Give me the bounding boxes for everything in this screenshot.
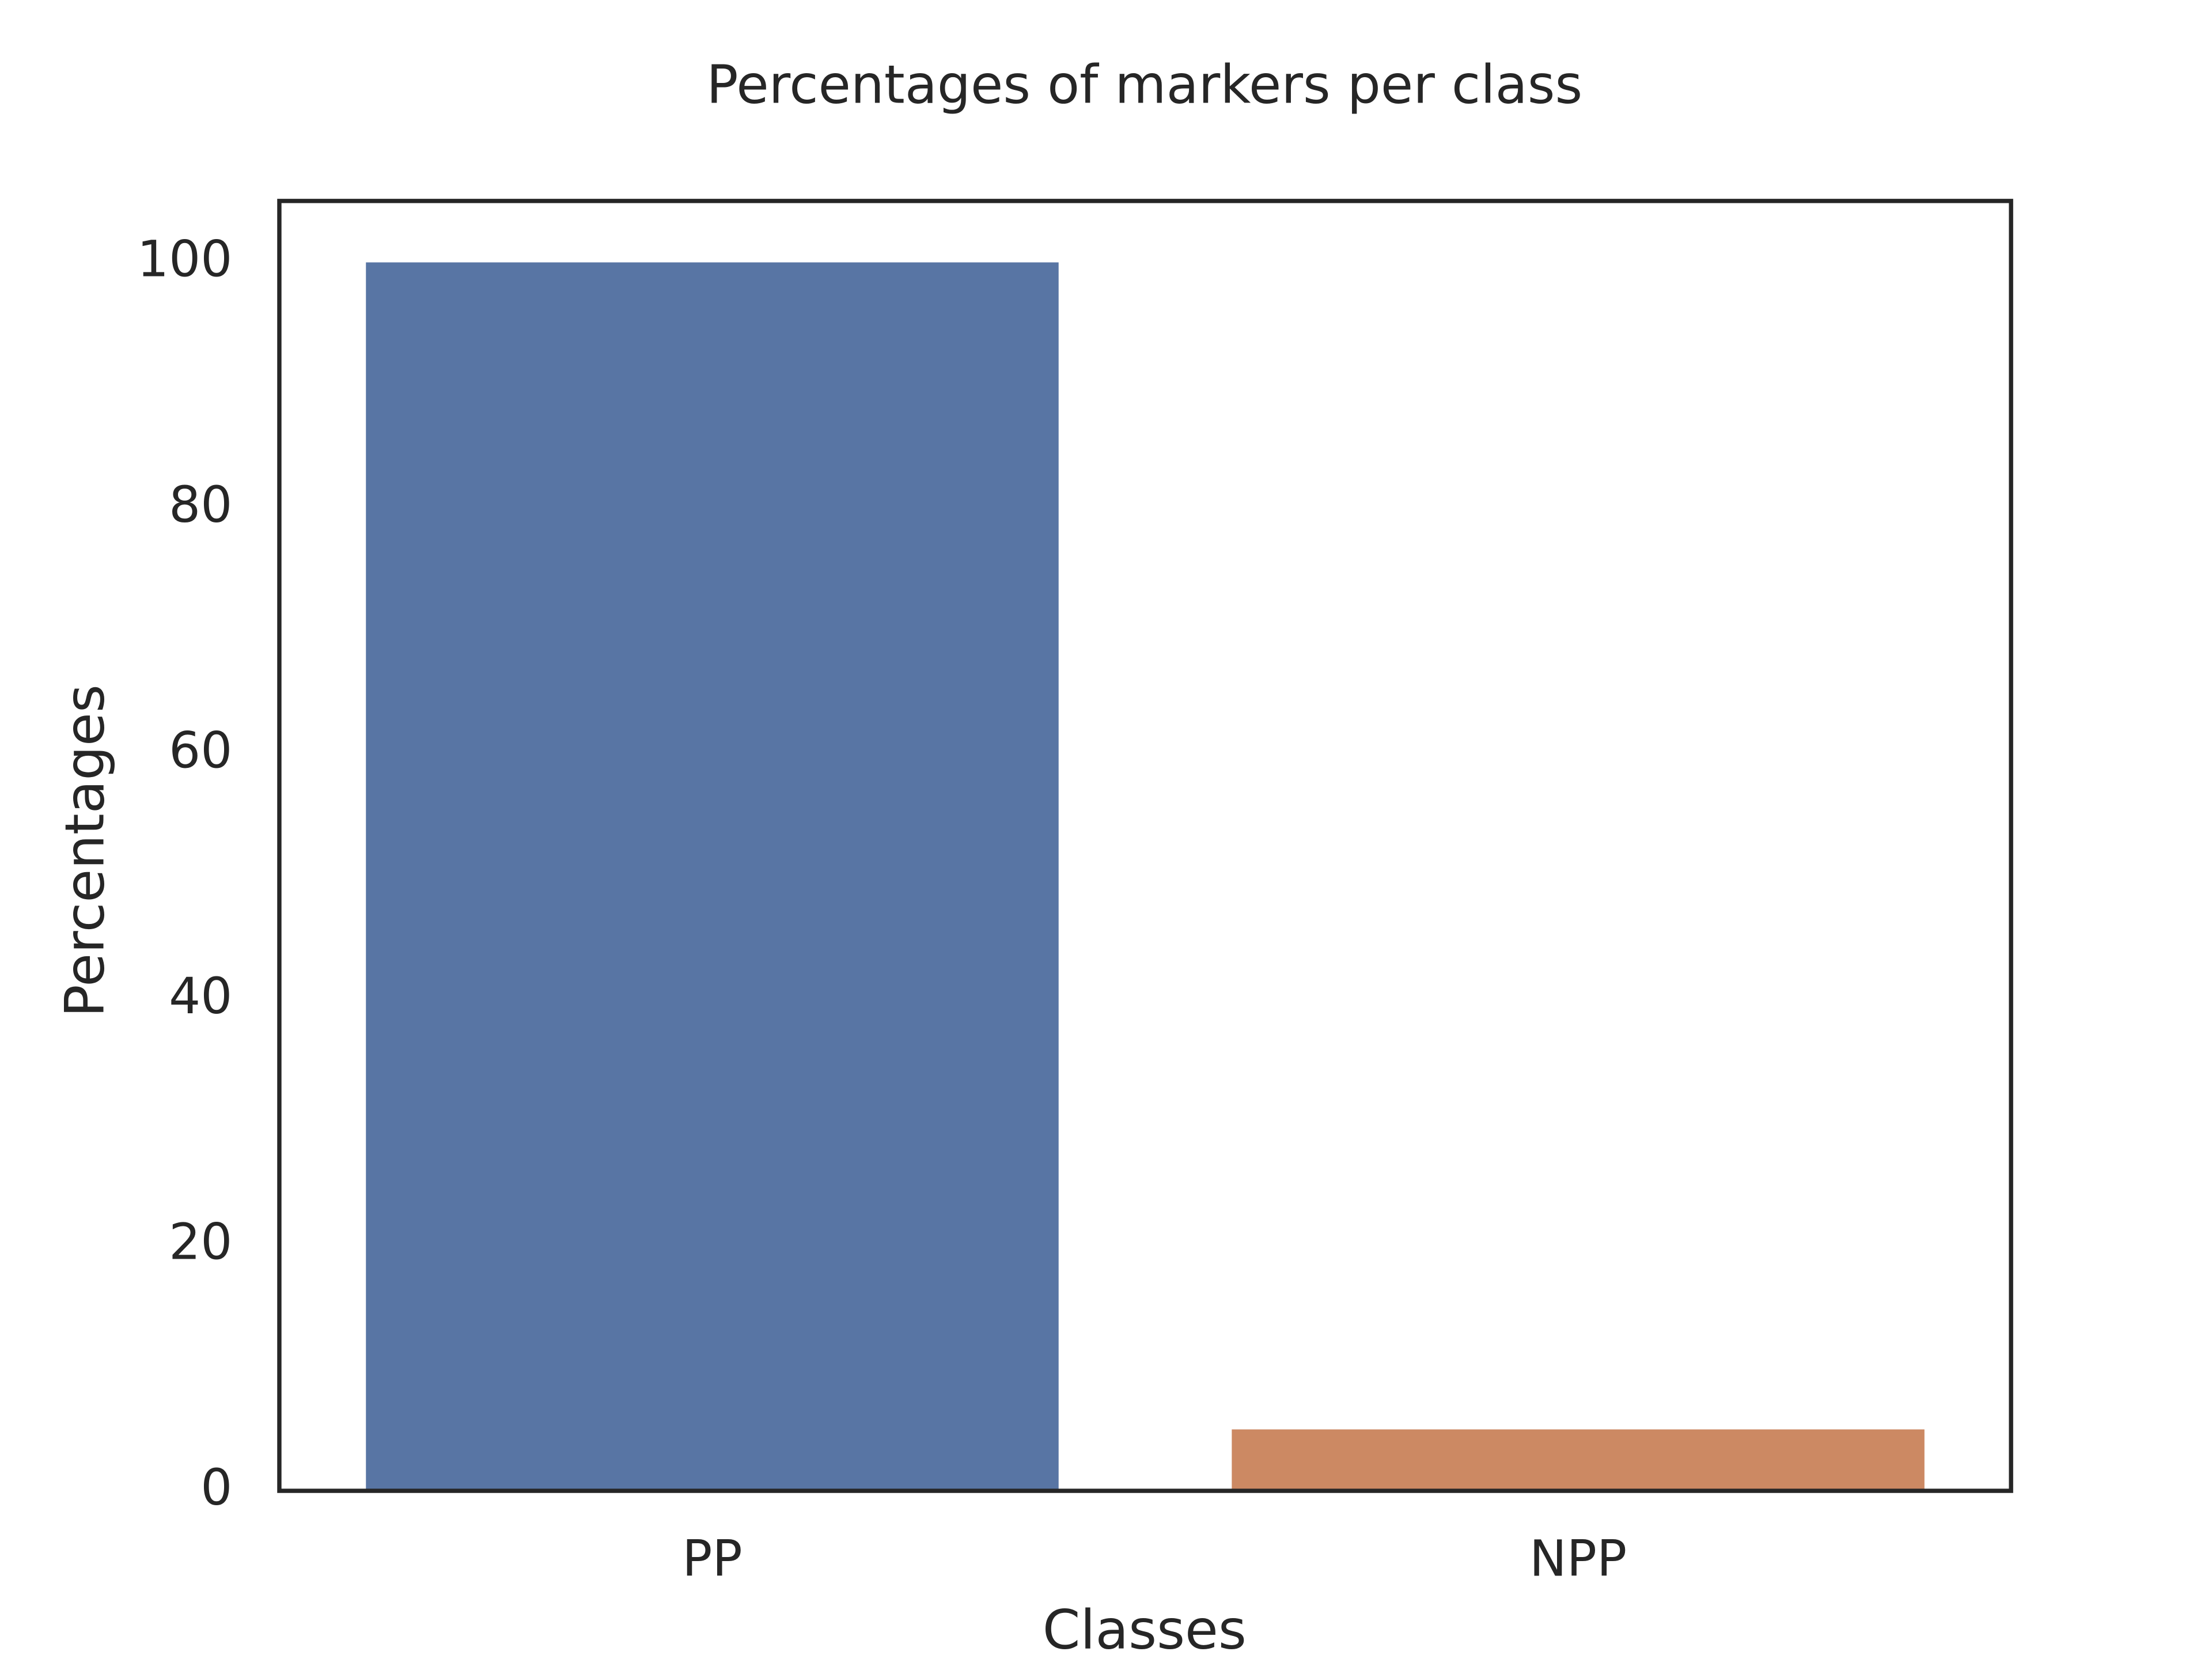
- x-tick-label: NPP: [1529, 1531, 1627, 1588]
- x-tick-label: PP: [682, 1531, 742, 1588]
- y-axis-label: Percentages: [54, 684, 116, 1017]
- y-tick-label: 60: [169, 722, 232, 779]
- y-tick-label: 100: [137, 230, 232, 288]
- bar: [366, 262, 1059, 1491]
- y-tick-label: 20: [169, 1213, 232, 1271]
- y-tick-label: 40: [169, 968, 232, 1025]
- chart-title: Percentages of markers per class: [706, 54, 1582, 115]
- plot-frame: [277, 199, 2013, 1493]
- bar: [1232, 1429, 1925, 1491]
- y-tick-label: 80: [169, 476, 232, 534]
- y-tick-label: 0: [200, 1459, 232, 1517]
- x-axis-label: Classes: [1043, 1599, 1247, 1659]
